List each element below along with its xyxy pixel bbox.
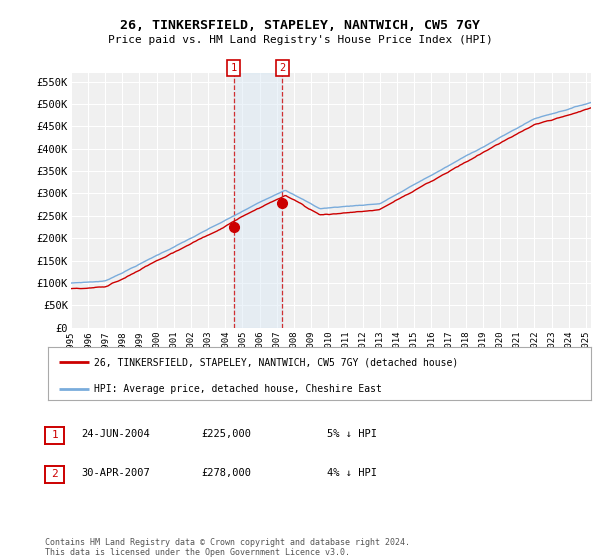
Text: 1: 1 [230,63,236,73]
Text: 1: 1 [51,430,58,440]
Text: 2: 2 [51,469,58,479]
Text: 26, TINKERSFIELD, STAPELEY, NANTWICH, CW5 7GY: 26, TINKERSFIELD, STAPELEY, NANTWICH, CW… [120,18,480,32]
Text: 4% ↓ HPI: 4% ↓ HPI [327,468,377,478]
Text: 26, TINKERSFIELD, STAPELEY, NANTWICH, CW5 7GY (detached house): 26, TINKERSFIELD, STAPELEY, NANTWICH, CW… [94,357,458,367]
Text: 2: 2 [280,63,286,73]
Text: Price paid vs. HM Land Registry's House Price Index (HPI): Price paid vs. HM Land Registry's House … [107,35,493,45]
Text: HPI: Average price, detached house, Cheshire East: HPI: Average price, detached house, Ches… [94,384,382,394]
Text: £225,000: £225,000 [201,429,251,439]
Text: 5% ↓ HPI: 5% ↓ HPI [327,429,377,439]
Bar [233,73,283,328]
Text: Contains HM Land Registry data © Crown copyright and database right 2024.
This d: Contains HM Land Registry data © Crown c… [45,538,410,557]
Text: 30-APR-2007: 30-APR-2007 [81,468,150,478]
Text: £278,000: £278,000 [201,468,251,478]
Text: 24-JUN-2004: 24-JUN-2004 [81,429,150,439]
